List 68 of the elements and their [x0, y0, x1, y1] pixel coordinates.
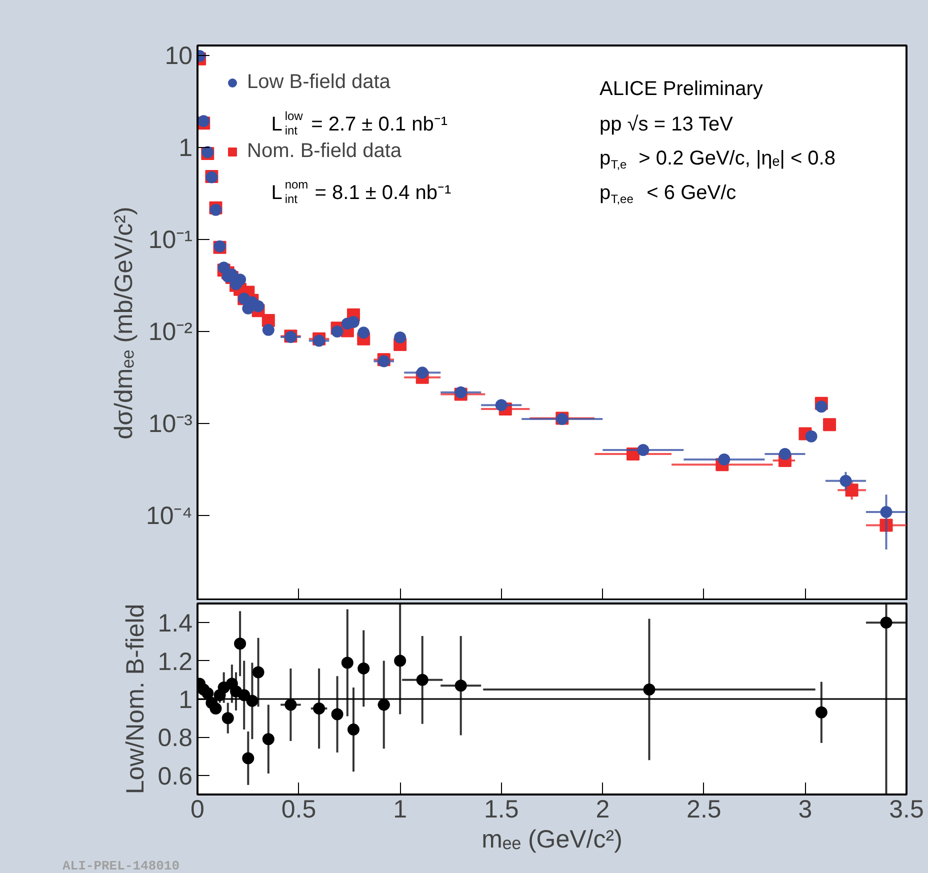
x-tick-label: 2 — [596, 796, 610, 824]
x-tick-label: 2.5 — [686, 796, 722, 824]
point — [394, 654, 406, 667]
point — [210, 702, 222, 715]
point — [358, 326, 370, 339]
point — [331, 325, 344, 338]
point — [252, 666, 264, 678]
y-tick-label: 10⁻¹ — [148, 226, 193, 254]
x-tick-label: 0 — [190, 796, 204, 824]
y-tick-label: 10⁻⁴ — [146, 502, 193, 530]
point — [242, 752, 254, 764]
x-tick-label: 3 — [798, 796, 812, 824]
point — [805, 430, 818, 442]
y-tick-label: 1 — [178, 134, 192, 162]
y-tick-label: 10 — [164, 42, 193, 70]
annotation: pp √s = 13 TeV — [600, 113, 734, 136]
point — [718, 453, 730, 466]
y-tick-label: 1 — [178, 686, 192, 714]
point — [815, 706, 828, 718]
point — [234, 638, 246, 650]
point — [840, 474, 852, 487]
text: ALI-PREL-148010 — [62, 858, 180, 873]
y-axis-title: Low/Nom. B-field — [122, 604, 150, 794]
point — [378, 698, 390, 711]
point — [252, 300, 264, 312]
point — [880, 616, 892, 629]
y-tick-label: 1.4 — [158, 610, 193, 638]
point — [394, 331, 406, 344]
legend-label: Nom. B-field data — [247, 139, 402, 164]
point — [815, 400, 828, 413]
x-tick-label: 3.5 — [889, 796, 924, 824]
y-tick-label: 10⁻² — [148, 318, 193, 346]
point — [313, 334, 326, 347]
point — [218, 262, 230, 274]
point — [347, 724, 360, 736]
x-tick-label: 1.5 — [484, 796, 519, 824]
point — [284, 698, 297, 711]
point — [643, 683, 656, 696]
x-axis-title: mₑₑ (GeV/c²) — [482, 826, 622, 854]
point — [341, 656, 354, 669]
point — [331, 708, 344, 720]
point — [495, 399, 508, 412]
point — [845, 484, 858, 497]
y-tick-label: 1.2 — [158, 648, 193, 676]
point — [823, 418, 836, 432]
point — [198, 115, 210, 128]
point — [358, 662, 370, 674]
point — [416, 366, 428, 379]
point — [637, 444, 650, 456]
point — [778, 448, 791, 460]
point — [880, 506, 892, 518]
x-tick-label: 1 — [393, 796, 408, 824]
point — [222, 712, 234, 724]
y-tick-label: 0.6 — [158, 762, 193, 790]
point — [416, 674, 428, 686]
y-tick-label: 0.8 — [158, 724, 193, 752]
point — [262, 324, 274, 336]
point — [454, 386, 467, 398]
point — [210, 204, 222, 216]
legend-label: Low B-field data — [247, 70, 390, 95]
point — [202, 687, 214, 700]
point — [454, 680, 467, 692]
y-tick-label: 10⁻³ — [148, 410, 193, 438]
point — [262, 733, 274, 746]
point — [313, 702, 326, 715]
x-tick-label: 0.5 — [281, 796, 316, 824]
y-axis-title: dσ/dmₑₑ (mb/GeV/c²) — [110, 206, 138, 440]
annotation: ALICE Preliminary — [600, 78, 763, 100]
